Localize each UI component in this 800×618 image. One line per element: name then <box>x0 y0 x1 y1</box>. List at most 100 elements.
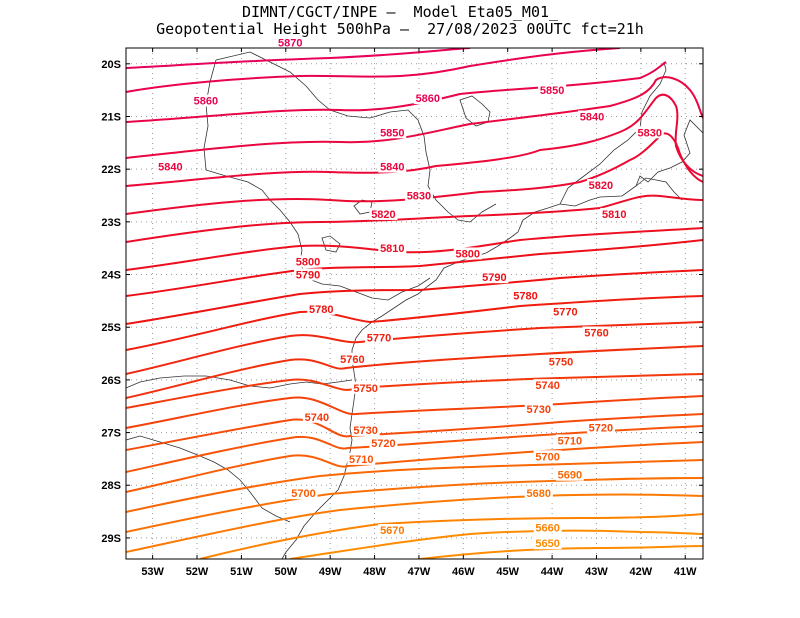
x-tick-label: 44W <box>541 566 564 578</box>
contour-label: 5720 <box>589 422 613 434</box>
contour-label: 5750 <box>549 356 573 368</box>
contour-label-bg <box>555 434 584 447</box>
contour-label: 5840 <box>380 162 404 174</box>
contour-line-5740 <box>126 373 703 409</box>
y-tick-label: 27S <box>101 428 121 440</box>
contour-line-5810 <box>126 194 703 243</box>
contour-label-bg <box>511 289 540 302</box>
x-tick-label: 52W <box>186 566 209 578</box>
contour-label: 5820 <box>371 209 395 221</box>
contour-label-bg <box>586 178 615 191</box>
contour-label-bg <box>533 379 562 392</box>
contour-label: 5820 <box>589 180 613 192</box>
y-tick-label: 28S <box>101 480 121 492</box>
contour-label: 5850 <box>380 127 404 139</box>
x-tick-label: 46W <box>452 566 475 578</box>
contour-line-5770 <box>126 295 703 351</box>
contour-label-bg <box>551 305 580 318</box>
contour-label-bg <box>533 521 562 534</box>
contour-label-bg <box>524 487 553 500</box>
contour-label-bg <box>276 36 305 49</box>
contour-label: 5700 <box>535 451 559 463</box>
contour-label-bg <box>413 92 442 105</box>
contour-label-bg <box>635 126 664 139</box>
contour-label: 5870 <box>278 38 302 50</box>
contour-line-5850 <box>126 61 667 123</box>
contour-label-bg <box>369 207 398 220</box>
y-tick-label: 21S <box>101 111 121 123</box>
x-tick-label: 50W <box>274 566 297 578</box>
contour-label: 5670 <box>380 525 404 537</box>
contour-line-5830 <box>126 93 703 187</box>
coastline-map <box>126 51 703 559</box>
y-tick-label: 29S <box>101 533 121 545</box>
contour-line-5760 <box>126 321 703 375</box>
contour-label-bg <box>524 402 553 415</box>
contour-line-5780 <box>126 269 703 325</box>
contour-label: 5790 <box>296 270 320 282</box>
contour-label: 5650 <box>535 538 559 550</box>
contour-line-5820 <box>126 132 703 215</box>
contour-label-bg <box>347 452 376 465</box>
contour-label: 5730 <box>527 404 551 416</box>
y-tick-label: 26S <box>101 375 121 387</box>
contour-label-bg <box>538 84 567 97</box>
contour-label: 5850 <box>540 85 564 97</box>
contour-label: 5760 <box>584 327 608 339</box>
contour-label-bg <box>586 421 615 434</box>
contour-line-5640 <box>419 545 703 559</box>
contour-label-bg <box>351 381 380 394</box>
contour-label-bg <box>191 94 220 107</box>
contour-label-bg <box>480 271 509 284</box>
contour-label: 5780 <box>513 291 537 303</box>
contour-line-5680 <box>126 477 703 533</box>
contour-label-bg <box>378 524 407 537</box>
contour-label-bg <box>293 255 322 268</box>
contour-label: 5730 <box>353 425 377 437</box>
contour-label-bg <box>351 423 380 436</box>
contour-label-bg <box>302 410 331 423</box>
x-tick-label: 49W <box>319 566 342 578</box>
x-tick-label: 47W <box>408 566 431 578</box>
contour-label: 5740 <box>305 412 329 424</box>
contour-label-bg <box>369 437 398 450</box>
contour-label-bg <box>533 450 562 463</box>
contour-line-5690 <box>126 459 703 513</box>
x-tick-label: 41W <box>674 566 697 578</box>
contour-label-bg <box>378 160 407 173</box>
contour-label: 5750 <box>353 383 377 395</box>
y-tick-label: 22S <box>101 164 121 176</box>
contour-label-bg <box>555 468 584 481</box>
x-tick-label: 45W <box>496 566 519 578</box>
contour-label-bg <box>578 110 607 123</box>
x-tick-label: 43W <box>585 566 608 578</box>
axes: 53W 52W 51W 50W 49W 48W 47W 46W 45W 44W 43W 42W 41W 2… <box>101 48 703 578</box>
contour-label-bg <box>364 331 393 344</box>
y-tick-label: 20S <box>101 59 121 71</box>
y-tick-label: 23S <box>101 217 121 229</box>
contour-label-bg <box>582 326 611 339</box>
contour-label: 5830 <box>637 127 661 139</box>
x-tick-label: 53W <box>141 566 164 578</box>
contour-label-bg <box>378 242 407 255</box>
contour-label: 5760 <box>340 354 364 366</box>
contour-label-bg <box>307 302 336 315</box>
contour-label-bg <box>293 268 322 281</box>
contour-line-5840 <box>126 76 703 159</box>
grid-lines <box>126 48 703 559</box>
contour-label-bg <box>600 207 629 220</box>
contour-label-bg <box>289 487 318 500</box>
contour-label: 5860 <box>194 96 218 108</box>
contour-line-5870 <box>126 48 471 69</box>
contour-label: 5770 <box>553 306 577 318</box>
contour-label: 5780 <box>309 304 333 316</box>
contour-label: 5720 <box>371 438 395 450</box>
contour-lines <box>126 48 703 559</box>
x-tick-label: 48W <box>363 566 386 578</box>
contour-label: 5800 <box>456 248 480 260</box>
contour-label-bg <box>533 537 562 550</box>
contour-label: 5840 <box>158 162 182 174</box>
contour-label: 5810 <box>602 209 626 221</box>
contour-label: 5740 <box>535 380 559 392</box>
